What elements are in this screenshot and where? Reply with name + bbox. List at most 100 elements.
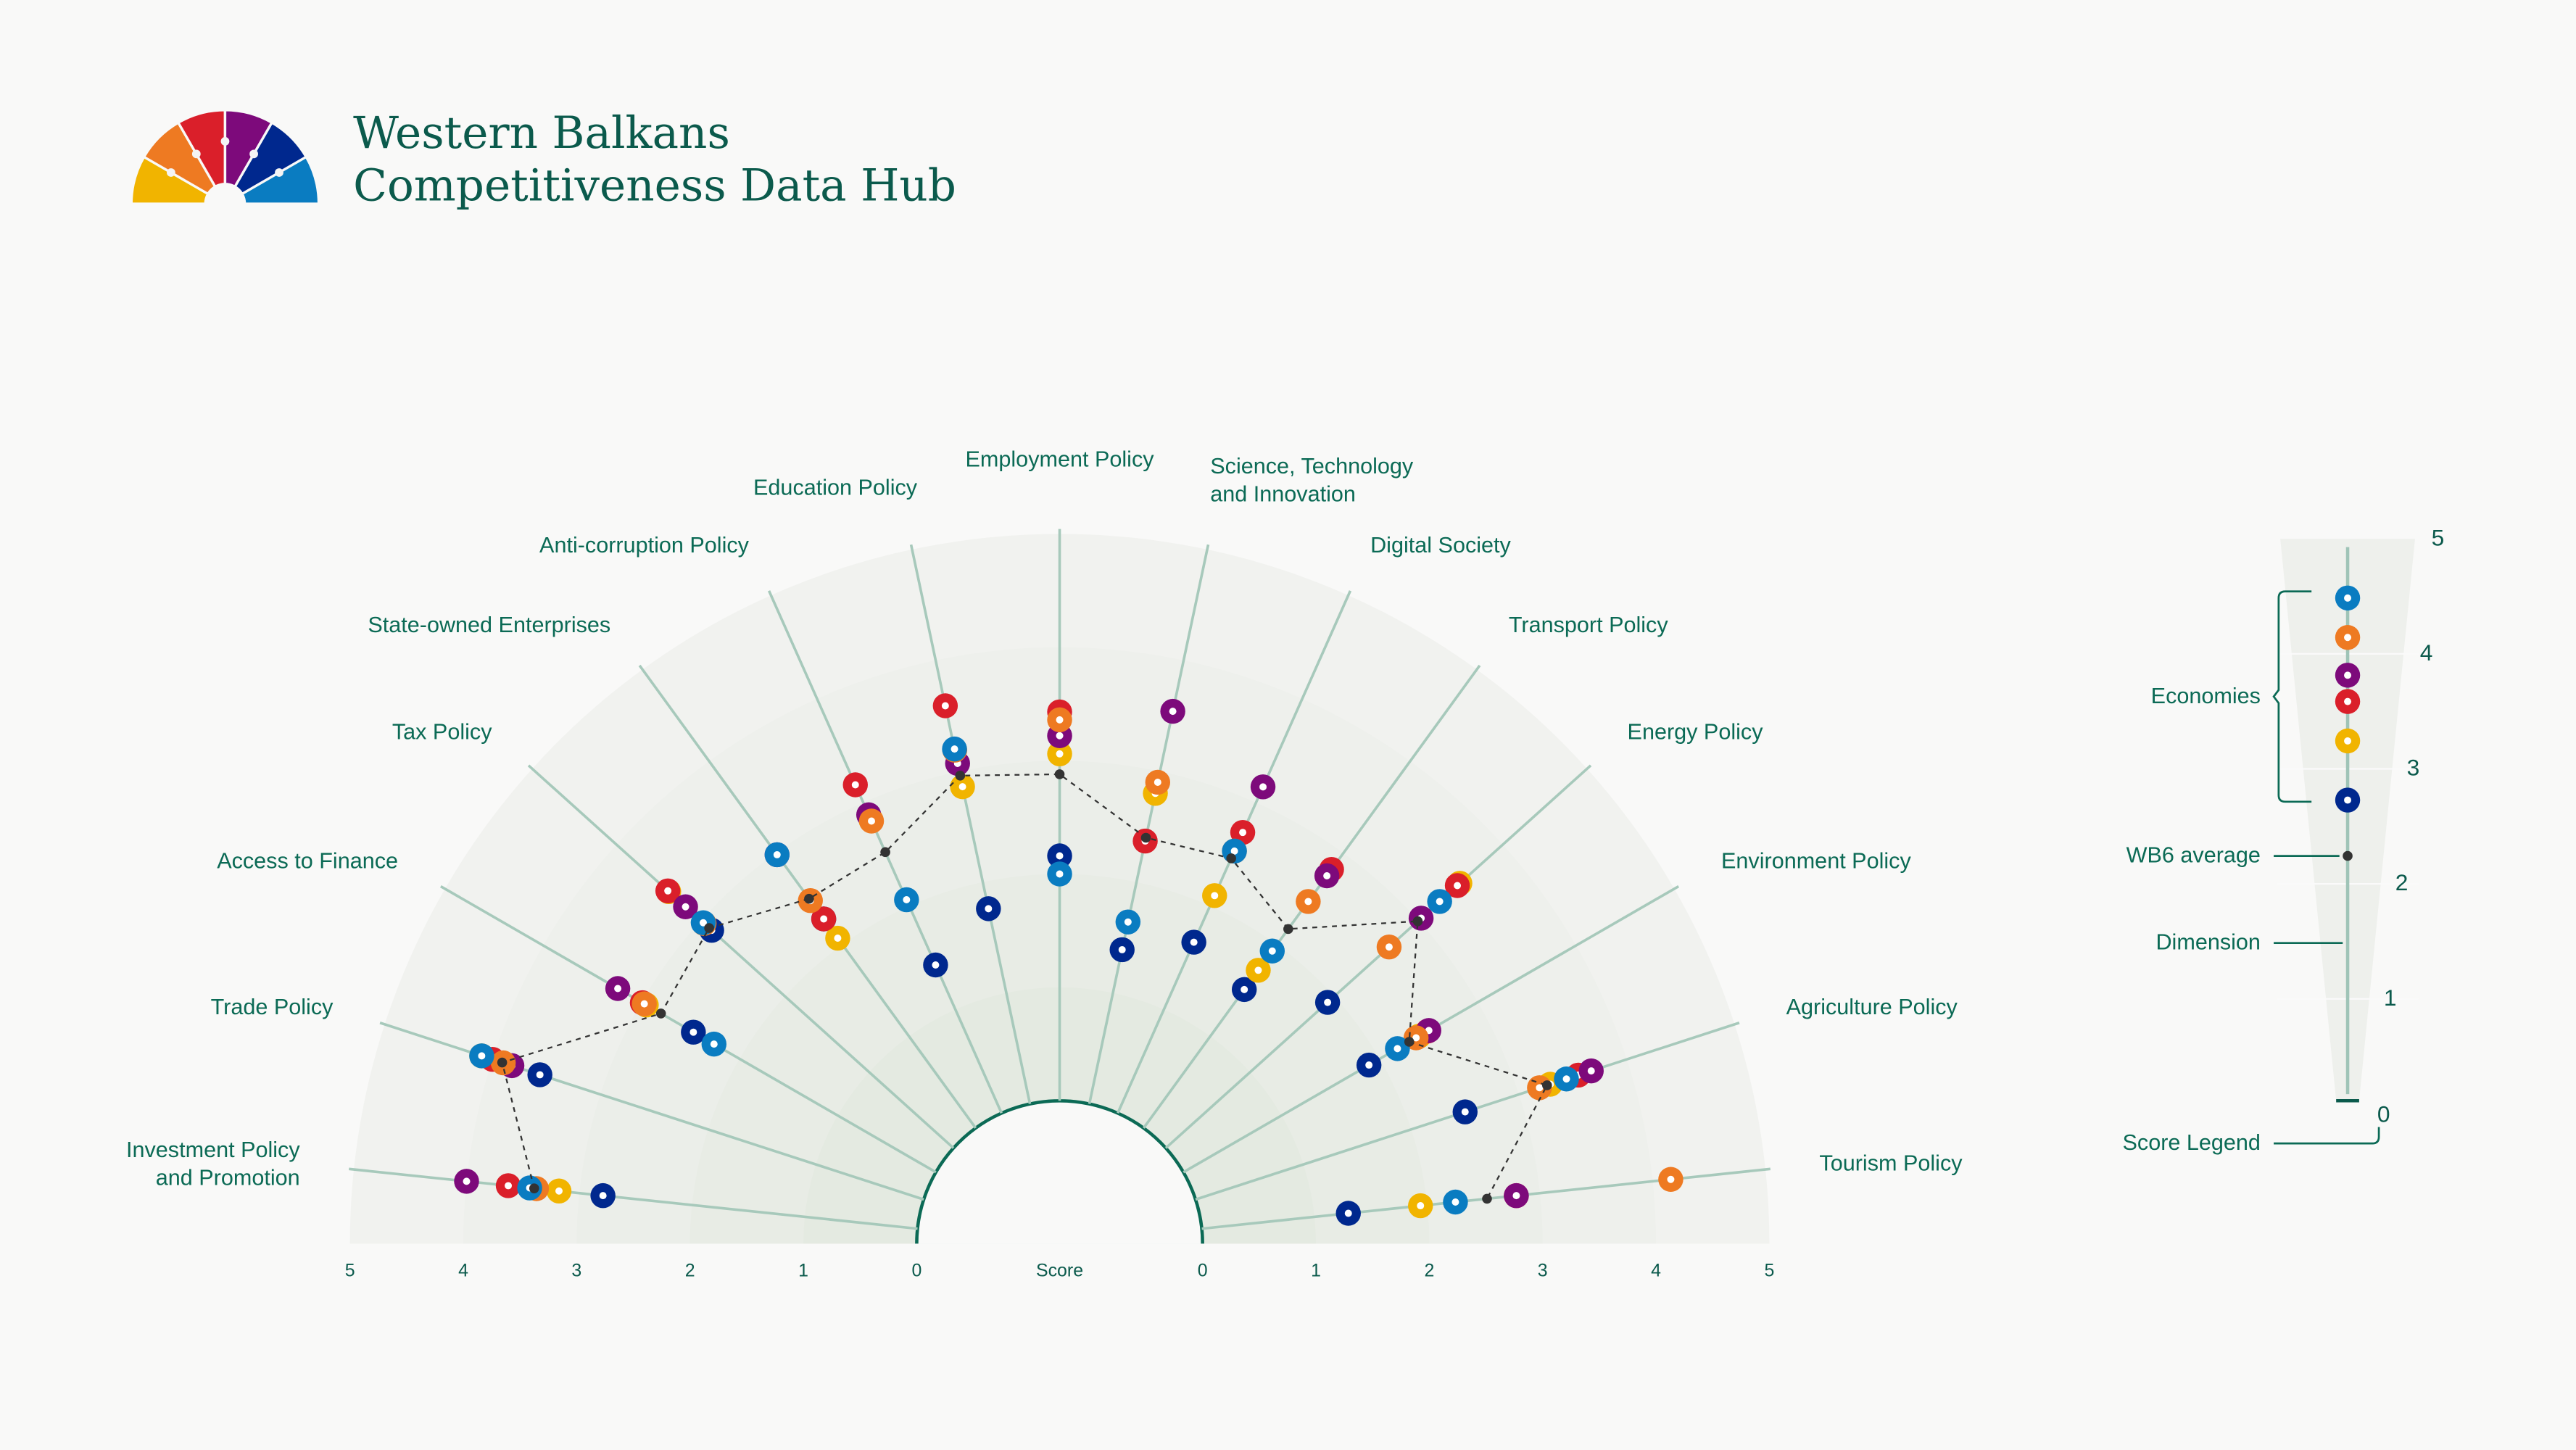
economy-point[interactable]: [1047, 861, 1072, 887]
average-point[interactable]: [1140, 832, 1151, 843]
dimension-label: Transport Policy: [1509, 613, 1668, 637]
economy-point[interactable]: [469, 1043, 494, 1069]
dot-center: [868, 817, 876, 825]
dimension-label: Tax Policy: [392, 719, 492, 744]
economy-point[interactable]: [825, 925, 850, 951]
dimension-label-line: Digital Society: [1370, 533, 1511, 558]
legend-economy-dot: [2335, 689, 2361, 714]
legend-tick-0: 0: [2377, 1101, 2390, 1127]
average-point[interactable]: [529, 1183, 539, 1193]
economy-point[interactable]: [1443, 1189, 1468, 1215]
economy-point[interactable]: [1427, 889, 1452, 914]
average-point[interactable]: [1412, 916, 1423, 927]
dimension-label: Agriculture Policy: [1786, 995, 1958, 1019]
dimension-spoke: [1164, 764, 1592, 1149]
economy-point[interactable]: [1160, 698, 1185, 724]
average-point[interactable]: [880, 847, 890, 858]
dot-center: [958, 783, 966, 791]
economy-point[interactable]: [894, 887, 919, 913]
economy-point[interactable]: [1408, 1193, 1433, 1219]
economy-point[interactable]: [631, 991, 657, 1016]
economy-point[interactable]: [1376, 934, 1402, 960]
dot-center: [2344, 594, 2352, 602]
economy-point[interactable]: [1109, 937, 1135, 963]
average-point[interactable]: [1054, 769, 1065, 779]
average-point[interactable]: [1283, 924, 1293, 935]
dot-center: [985, 905, 993, 913]
economy-point[interactable]: [701, 1031, 727, 1057]
dimension-label: Anti-corruption Policy: [539, 533, 750, 558]
economy-point[interactable]: [1444, 873, 1470, 898]
economy-point[interactable]: [1259, 938, 1285, 964]
dot-center: [1124, 918, 1132, 926]
economy-point[interactable]: [1047, 707, 1072, 733]
average-point[interactable]: [1482, 1193, 1492, 1204]
dot-center: [1417, 1202, 1425, 1210]
economy-point[interactable]: [1250, 774, 1276, 800]
economy-point[interactable]: [932, 693, 958, 718]
economy-point[interactable]: [1452, 1099, 1478, 1124]
radial-chart: Investment Policy and Promotion Trade Poli…: [126, 447, 1963, 1281]
economy-point[interactable]: [1314, 990, 1341, 1015]
economy-point[interactable]: [1296, 889, 1321, 914]
dot-center: [1536, 1084, 1544, 1092]
average-point[interactable]: [497, 1057, 508, 1068]
economy-point[interactable]: [1115, 909, 1141, 935]
economy-point[interactable]: [976, 896, 1001, 921]
economy-point[interactable]: [1554, 1066, 1579, 1092]
economy-point[interactable]: [1246, 958, 1271, 983]
economy-point[interactable]: [764, 842, 790, 868]
economy-point[interactable]: [1202, 883, 1227, 908]
economy-point[interactable]: [1230, 819, 1256, 845]
average-point[interactable]: [704, 923, 714, 933]
economy-point[interactable]: [1356, 1052, 1382, 1078]
average-point[interactable]: [804, 893, 814, 904]
average-point[interactable]: [1541, 1080, 1552, 1090]
average-point[interactable]: [1404, 1037, 1415, 1047]
dot-center: [682, 903, 689, 911]
axis-tick-left: 5: [345, 1261, 355, 1281]
economy-point[interactable]: [1385, 1036, 1410, 1061]
dot-center: [1056, 750, 1064, 758]
economy-point[interactable]: [811, 906, 837, 932]
dot-center: [903, 896, 911, 904]
economy-point[interactable]: [923, 952, 948, 978]
economy-point[interactable]: [1578, 1058, 1604, 1084]
economy-point[interactable]: [546, 1178, 572, 1204]
economy-point[interactable]: [1047, 741, 1072, 767]
dimension-label-line: and Innovation: [1210, 482, 1356, 507]
dot-center: [951, 745, 958, 753]
economy-point[interactable]: [1181, 929, 1206, 955]
economy-point[interactable]: [1658, 1167, 1683, 1192]
dimension-label-line: Investment Policy: [126, 1138, 300, 1162]
economy-point[interactable]: [950, 774, 975, 800]
economy-point[interactable]: [454, 1169, 479, 1194]
axis-tick-right: 0: [1198, 1261, 1208, 1281]
average-point[interactable]: [655, 1008, 666, 1019]
dot-center: [2344, 697, 2352, 705]
dimension-label-line: Trade Policy: [211, 995, 334, 1019]
average-point[interactable]: [1226, 853, 1236, 863]
economy-point[interactable]: [1314, 863, 1340, 889]
economy-point[interactable]: [495, 1173, 521, 1198]
axis-tick-right: 3: [1538, 1261, 1548, 1281]
economy-point[interactable]: [673, 894, 698, 919]
economy-point[interactable]: [1335, 1201, 1361, 1226]
logo-wedge: [240, 155, 320, 205]
economy-point[interactable]: [527, 1062, 552, 1088]
average-point[interactable]: [955, 771, 966, 781]
economy-point[interactable]: [590, 1182, 616, 1209]
economy-point[interactable]: [942, 736, 967, 762]
chart-hub: [916, 1101, 1203, 1244]
economy-point[interactable]: [1504, 1182, 1529, 1209]
economy-point[interactable]: [1145, 769, 1171, 795]
economy-point[interactable]: [605, 976, 631, 1001]
economy-point[interactable]: [842, 772, 868, 798]
economy-point[interactable]: [681, 1019, 706, 1045]
axis-tick-left: 4: [458, 1261, 468, 1281]
logo-wedge: [176, 109, 227, 188]
economy-point[interactable]: [655, 878, 681, 904]
economy-point[interactable]: [1231, 977, 1257, 1003]
economy-point[interactable]: [1047, 843, 1072, 869]
economy-point[interactable]: [858, 808, 885, 834]
